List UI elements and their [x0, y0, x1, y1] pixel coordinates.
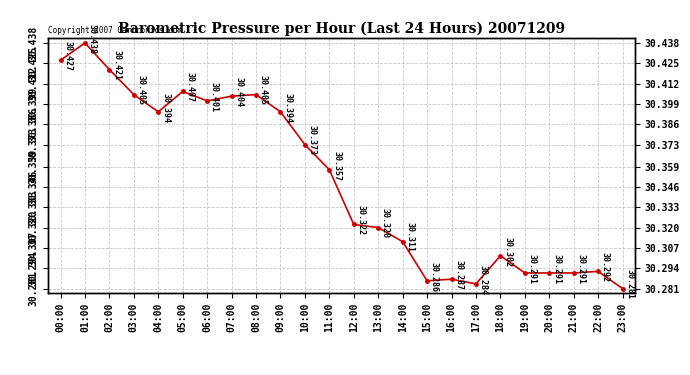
Text: 30.427: 30.427 — [63, 41, 72, 71]
Text: 30.284: 30.284 — [479, 265, 488, 295]
Text: 30.322: 30.322 — [357, 205, 366, 235]
Text: 30.438: 30.438 — [88, 24, 97, 54]
Text: 30.292: 30.292 — [601, 252, 610, 282]
Text: 30.404: 30.404 — [235, 77, 244, 107]
Text: 30.407: 30.407 — [186, 72, 195, 102]
Text: 30.311: 30.311 — [406, 222, 415, 252]
Text: 30.291: 30.291 — [576, 254, 586, 284]
Text: 30.421: 30.421 — [112, 50, 121, 80]
Text: 30.405: 30.405 — [137, 75, 146, 105]
Text: 30.281: 30.281 — [625, 269, 634, 299]
Text: 30.373: 30.373 — [308, 126, 317, 156]
Text: 30.286: 30.286 — [430, 262, 439, 292]
Text: 30.394: 30.394 — [161, 93, 170, 123]
Text: 30.405: 30.405 — [259, 75, 268, 105]
Text: 30.291: 30.291 — [528, 254, 537, 284]
Text: 30.287: 30.287 — [454, 260, 463, 290]
Text: 30.394: 30.394 — [283, 93, 293, 123]
Title: Barometric Pressure per Hour (Last 24 Hours) 20071209: Barometric Pressure per Hour (Last 24 Ho… — [118, 22, 565, 36]
Text: 30.302: 30.302 — [503, 237, 512, 267]
Text: 30.291: 30.291 — [552, 254, 561, 284]
Text: 30.357: 30.357 — [332, 150, 341, 180]
Text: 30.401: 30.401 — [210, 82, 219, 112]
Text: 30.320: 30.320 — [381, 209, 390, 238]
Text: Copyright 2007 Cartronics.com: Copyright 2007 Cartronics.com — [48, 26, 182, 35]
